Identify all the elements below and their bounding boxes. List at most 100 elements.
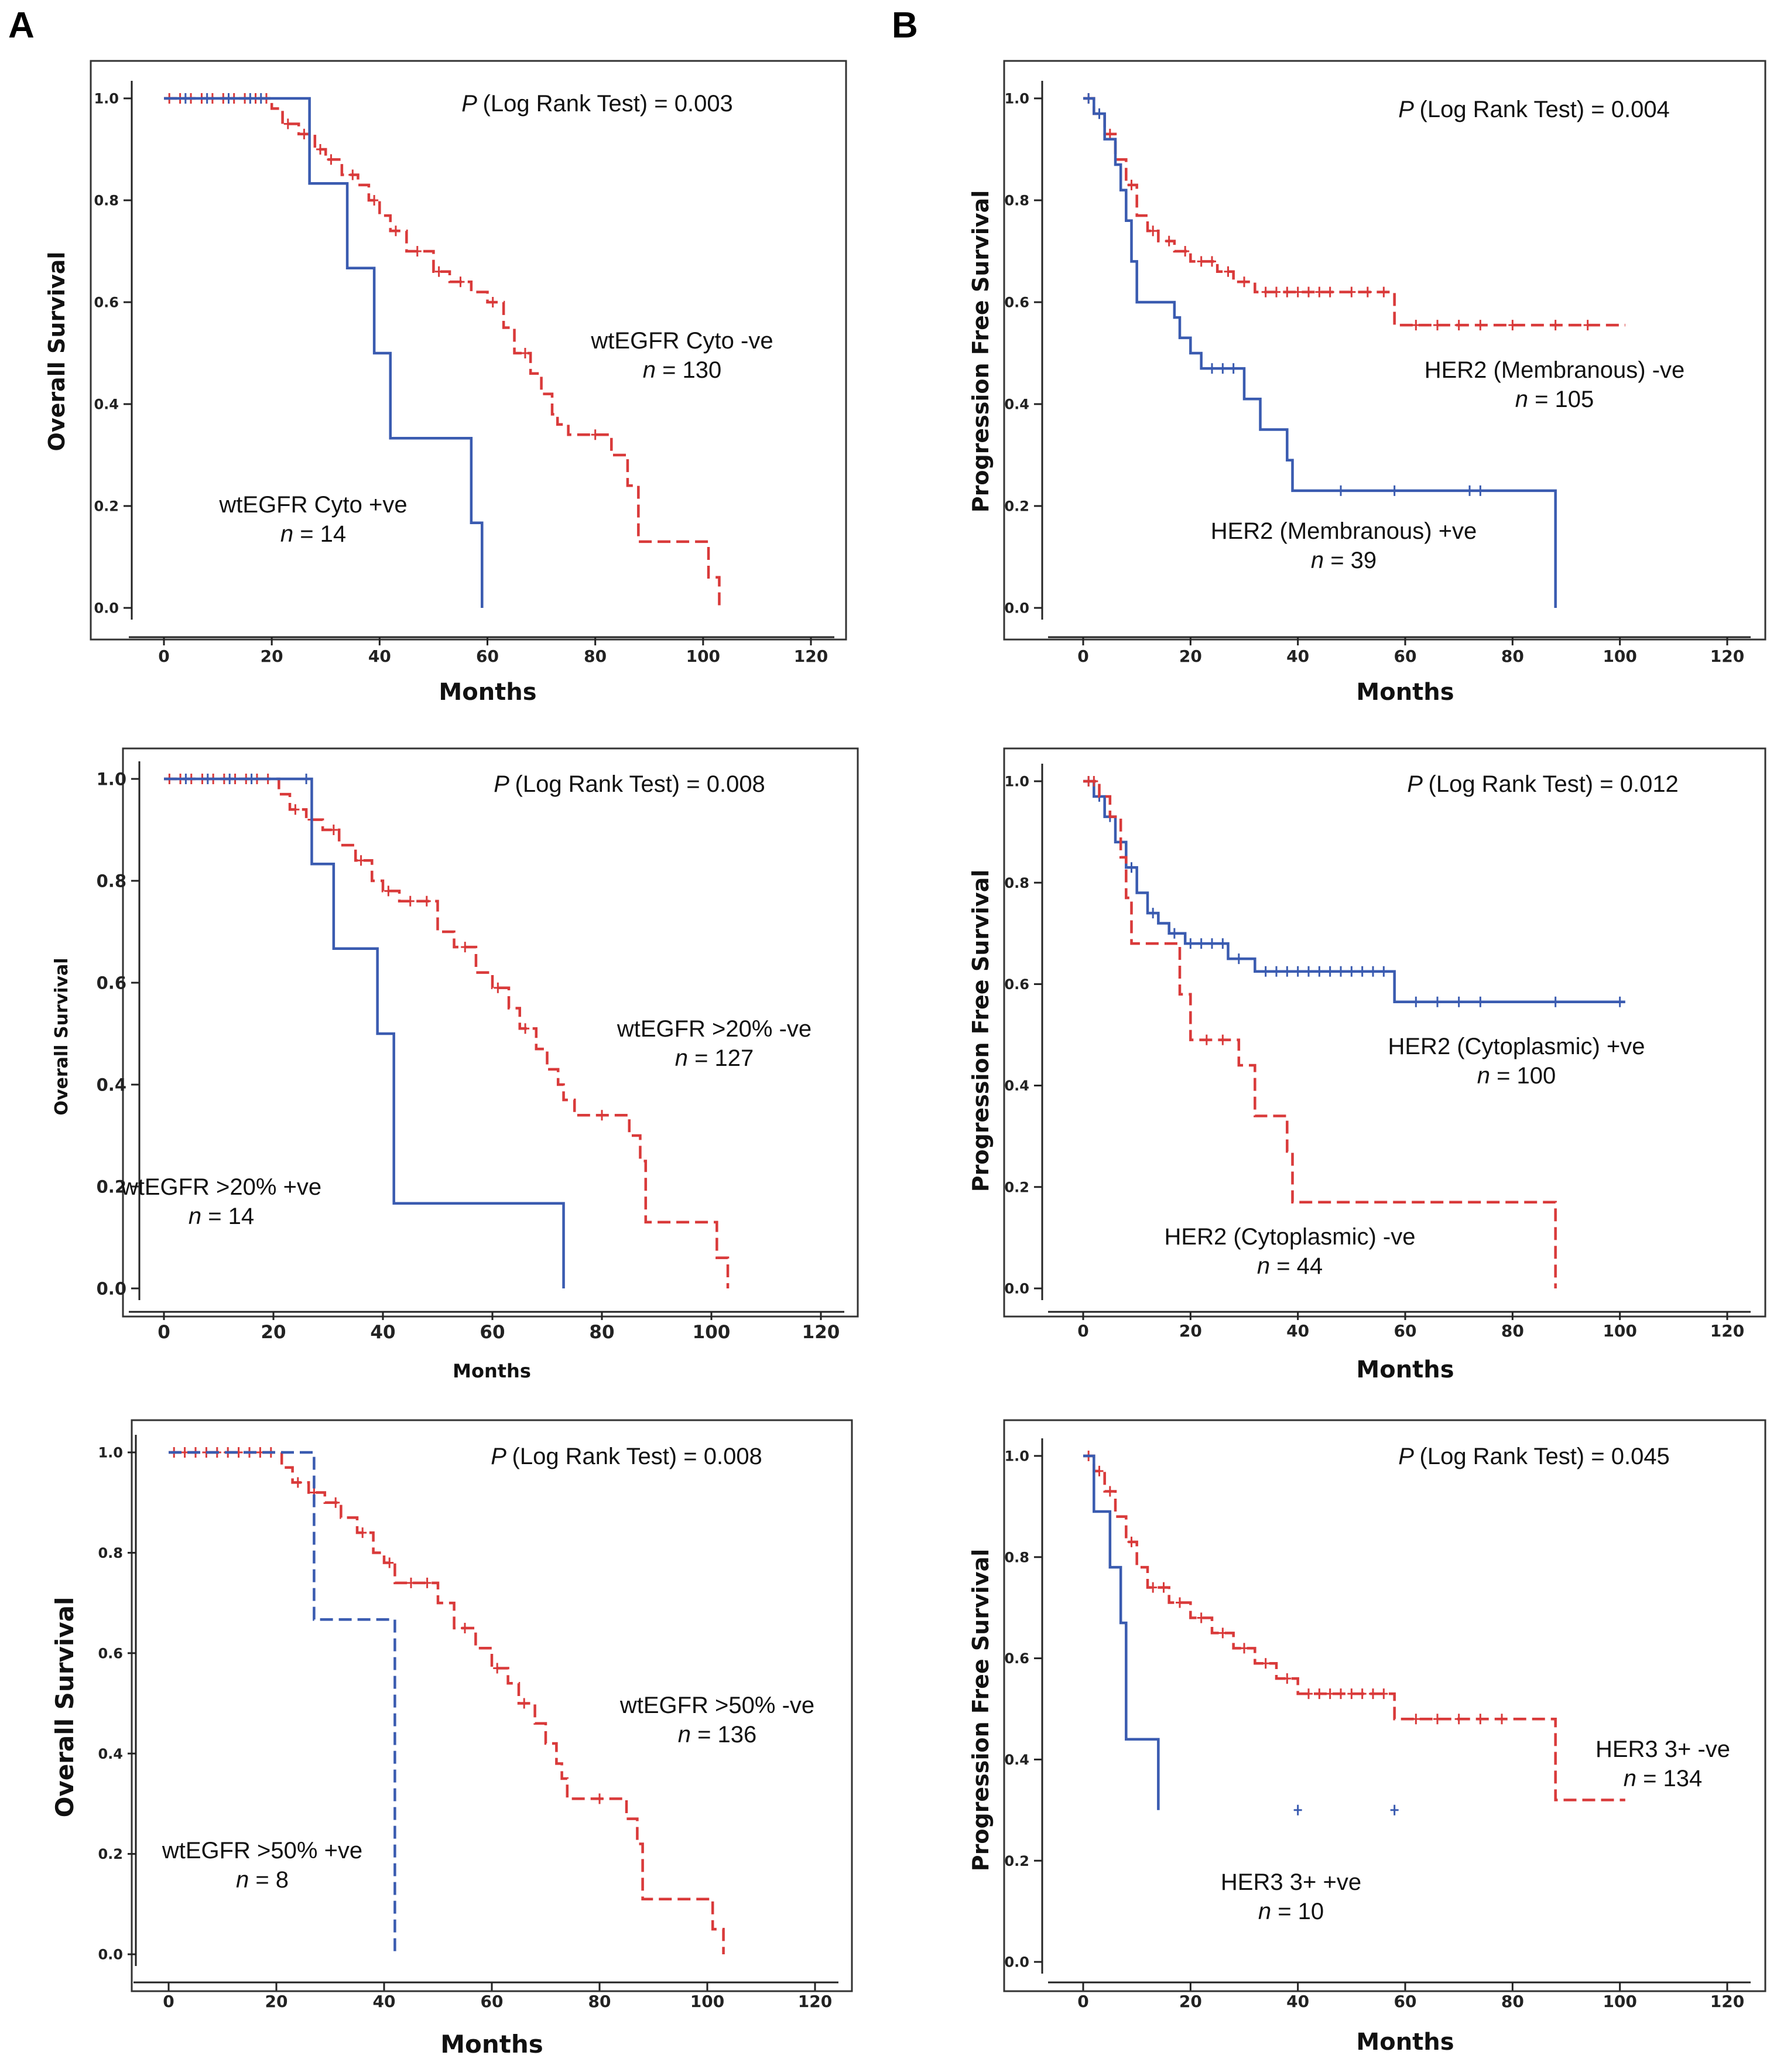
series-name-label: HER2 (Cytoplasmic) -ve [1165, 1224, 1416, 1250]
x-axis-label: Months [439, 679, 536, 706]
y-axis-label: Overall Survival [44, 252, 70, 452]
censor-mark [327, 154, 335, 165]
censor-mark [224, 93, 233, 104]
censor-mark [406, 895, 415, 907]
censor-mark [385, 1557, 394, 1568]
x-tick-label: 20 [265, 1992, 288, 2011]
censor-mark [1347, 966, 1356, 977]
censor-mark [407, 1577, 415, 1588]
censor-mark [1304, 1688, 1313, 1700]
x-tick-label: 40 [370, 1322, 395, 1343]
x-tick-label: 0 [163, 1992, 174, 2011]
censor-mark [1551, 320, 1560, 331]
series-name-label: wtEGFR >50% +ve [162, 1838, 362, 1864]
series-n-label: n = 136 [678, 1722, 757, 1748]
y-tick-label: 0.0 [98, 1947, 123, 1963]
censor-mark [246, 93, 255, 104]
censor-mark [595, 1793, 604, 1804]
censor-mark [1476, 996, 1485, 1007]
censor-mark [1433, 996, 1442, 1007]
x-axis-label: Months [453, 1360, 531, 1382]
censor-mark [1358, 1688, 1367, 1700]
x-tick-label: 60 [1394, 1992, 1417, 2011]
censor-mark [1224, 266, 1232, 277]
censor-mark [1347, 286, 1356, 298]
km-curve-blue [169, 1451, 396, 1954]
x-tick-label: 20 [261, 1322, 286, 1343]
censor-mark [1315, 286, 1324, 298]
x-tick-label: 0 [1077, 647, 1088, 666]
censor-mark [1412, 320, 1420, 331]
series-name-label: wtEGFR >50% -ve [619, 1693, 814, 1718]
censor-mark [1315, 966, 1324, 977]
km-chart-6: 0 20 40 60 80 100 120 0.0 0.2 0.4 0.6 0.8 1.0 Months P… [968, 1419, 1766, 2056]
x-tick-label: 40 [1286, 647, 1309, 666]
censor-mark [1293, 966, 1302, 977]
x-tick-label: 40 [368, 647, 391, 666]
km-chart-5: 0 20 40 60 80 100 120 0.0 0.2 0.4 0.6 0.8 1.0 Months O… [50, 1419, 853, 2059]
y-tick-label: 0.8 [1004, 875, 1029, 891]
censor-mark [358, 1527, 367, 1538]
censor-mark [1283, 1673, 1292, 1684]
y-tick-label: 0.0 [1004, 600, 1029, 617]
x-tick-label: 120 [1710, 1321, 1744, 1341]
km-chart-2: 0 20 40 60 80 100 120 0.0 0.2 0.4 0.6 0.8 1.0 Months P… [968, 60, 1766, 706]
y-tick-label: 0.8 [1004, 1549, 1029, 1565]
censor-mark [370, 195, 379, 206]
censor-mark [1202, 1034, 1211, 1045]
censor-mark [461, 1622, 469, 1633]
x-tick-label: 120 [794, 647, 828, 666]
y-axis-label: Progression Free Survival [968, 190, 994, 513]
censor-mark [434, 266, 443, 277]
censor-mark [1165, 235, 1173, 247]
y-axis-label: Progression Free Survival [968, 870, 994, 1192]
censor-mark [494, 982, 502, 993]
x-tick-label: 0 [1077, 1992, 1088, 2011]
censor-mark [1347, 1688, 1356, 1700]
censor-mark [1240, 1643, 1248, 1654]
censor-mark [1283, 966, 1292, 977]
p-value-label: P (Log Rank Test) = 0.003 [461, 91, 733, 117]
x-axis-label: Months [1356, 1356, 1454, 1383]
censor-mark [1412, 1714, 1420, 1725]
censor-mark [1454, 320, 1463, 331]
x-tick-label: 60 [1394, 647, 1417, 666]
x-tick-label: 40 [1286, 1321, 1309, 1341]
y-tick-label: 1.0 [1004, 1448, 1029, 1465]
series-name-label: HER2 (Cytoplasmic) +ve [1388, 1034, 1645, 1059]
p-value-label: P (Log Rank Test) = 0.012 [1407, 771, 1679, 797]
y-tick-label: 0.0 [97, 1278, 126, 1298]
x-tick-label: 0 [158, 1322, 170, 1343]
x-tick-label: 100 [1603, 1321, 1636, 1341]
x-tick-label: 100 [686, 647, 720, 666]
censor-mark [1476, 1714, 1485, 1725]
series-name-label: wtEGFR Cyto -ve [590, 328, 773, 354]
x-tick-label: 120 [798, 1992, 832, 2011]
censor-mark [1261, 1658, 1270, 1669]
censor-mark [1127, 179, 1136, 190]
censor-mark [1615, 996, 1624, 1007]
censor-mark [1433, 320, 1442, 331]
censor-mark [1197, 938, 1206, 949]
y-tick-label: 0.4 [97, 1075, 126, 1095]
censor-mark [1170, 928, 1179, 939]
censor-mark [1208, 256, 1216, 267]
y-tick-label: 0.2 [1004, 1853, 1029, 1869]
y-tick-label: 0.4 [1004, 1078, 1029, 1094]
km-curve-red [1083, 779, 1557, 1288]
series-name-label: wtEGFR Cyto +ve [218, 492, 407, 518]
censor-mark [1084, 93, 1093, 104]
plot-frame [1003, 747, 1766, 1318]
y-tick-label: 0.6 [1004, 295, 1029, 311]
censor-mark [1363, 286, 1372, 298]
x-tick-label: 80 [584, 647, 607, 666]
panel-letter-a: A [8, 5, 35, 46]
series-name-label: wtEGFR >20% +ve [121, 1174, 321, 1200]
censor-mark [1508, 320, 1517, 331]
censor-mark [1379, 966, 1388, 977]
y-tick-label: 0.0 [94, 600, 119, 617]
y-tick-label: 0.8 [97, 871, 126, 891]
censor-mark [1293, 286, 1302, 298]
x-tick-label: 100 [690, 1992, 724, 2011]
